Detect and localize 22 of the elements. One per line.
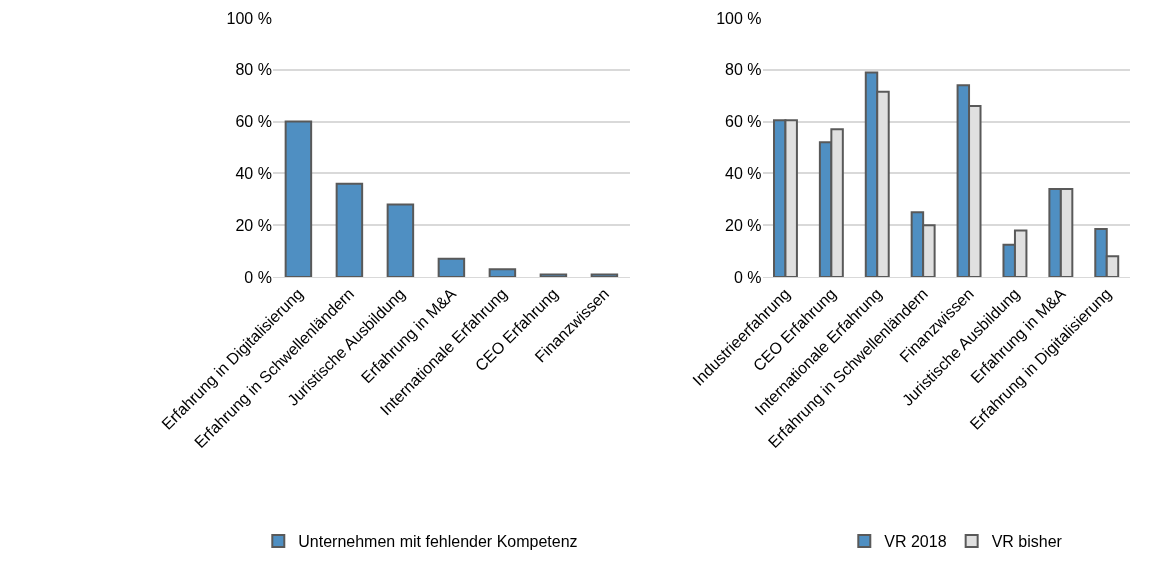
y-tick-label: 20 % [725, 216, 762, 234]
bar [386, 203, 415, 277]
y-tick-label: 100 % [226, 9, 272, 27]
legend-label: Unternehmen mit fehlender Kompetenz [298, 533, 578, 551]
bar [590, 273, 619, 277]
bar [488, 268, 517, 277]
legend-label: VR 2018 [884, 533, 947, 551]
y-tick-label: 100 % [716, 9, 762, 27]
y-tick-label: 60 % [725, 113, 762, 131]
legend-label: VR bisher [991, 533, 1063, 551]
bar [437, 257, 466, 277]
bar [335, 182, 364, 277]
y-tick-label: 40 % [235, 165, 272, 182]
y-tick-label: 0 % [244, 268, 272, 286]
bar [284, 120, 313, 277]
y-tick-label: 40 % [725, 165, 762, 182]
bar [539, 273, 568, 277]
y-tick-label: 60 % [235, 113, 272, 131]
y-tick-label: 0 % [733, 268, 762, 286]
y-tick-label: 80 % [725, 61, 762, 79]
y-tick-label: 20 % [235, 216, 272, 234]
y-tick-label: 80 % [235, 61, 272, 79]
